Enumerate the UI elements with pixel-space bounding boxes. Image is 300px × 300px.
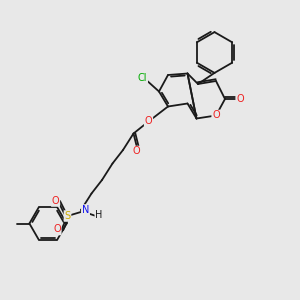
Text: N: N — [82, 205, 89, 215]
Text: O: O — [53, 224, 61, 235]
Text: O: O — [236, 94, 244, 104]
Text: O: O — [133, 146, 140, 157]
Text: O: O — [212, 110, 220, 121]
Text: O: O — [52, 196, 59, 206]
Text: O: O — [145, 116, 152, 127]
Text: S: S — [64, 211, 70, 221]
Text: Cl: Cl — [138, 73, 147, 83]
Text: H: H — [95, 209, 103, 220]
